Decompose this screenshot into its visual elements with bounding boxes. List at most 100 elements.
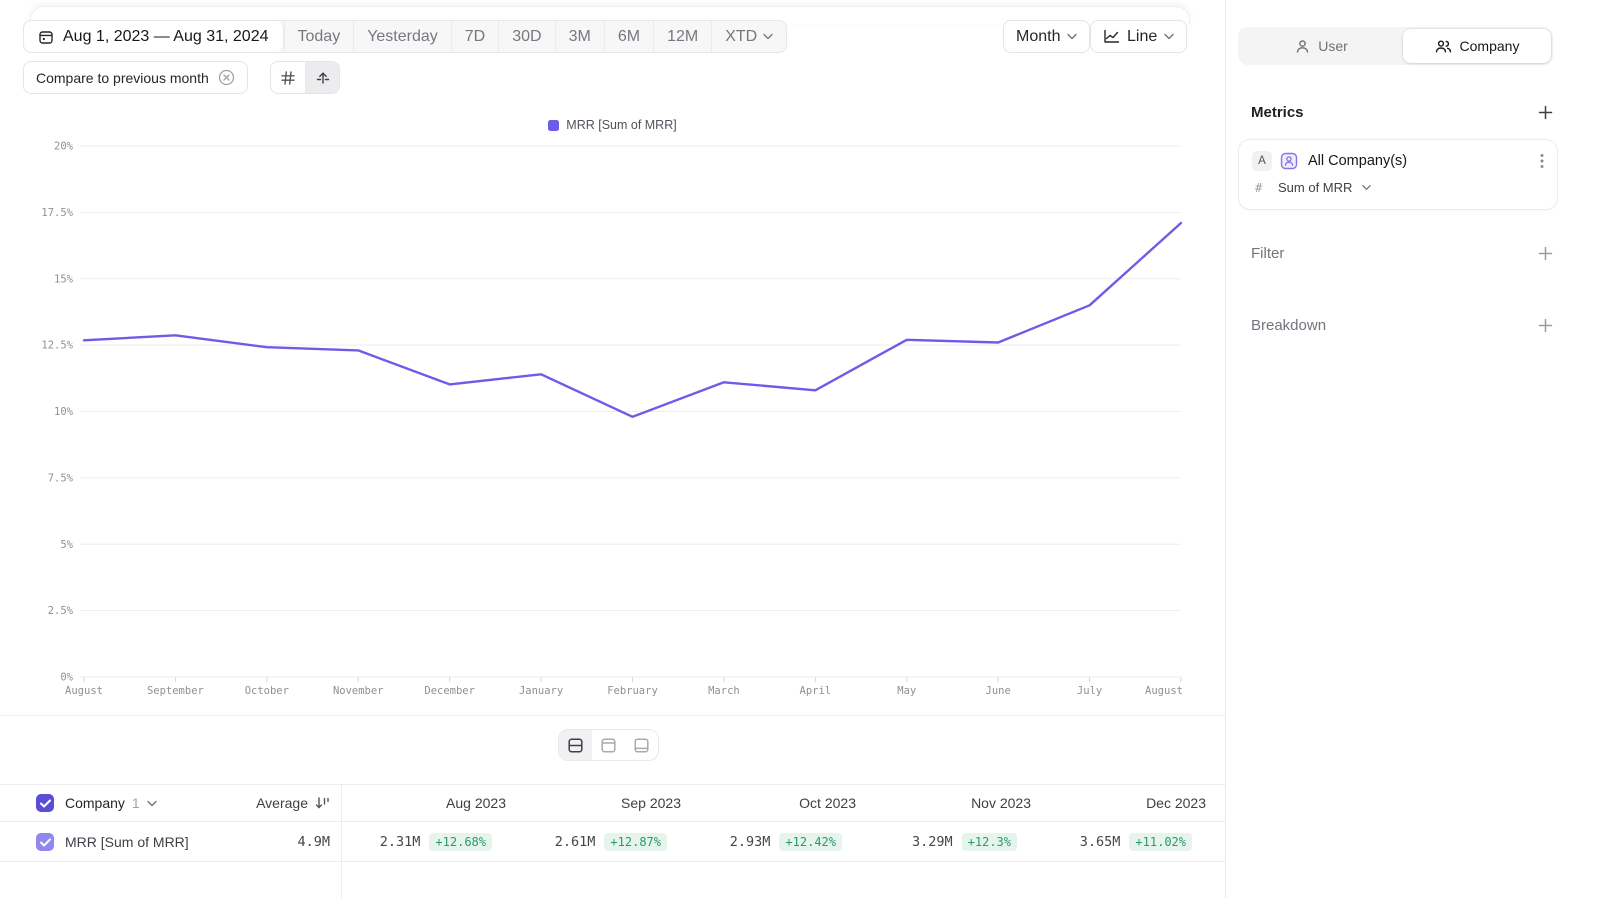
user-icon <box>1297 39 1309 53</box>
add-filter-button[interactable] <box>1537 246 1553 262</box>
x-axis-tick-label: August <box>1145 685 1183 697</box>
group-label: Company <box>65 795 125 811</box>
x-axis-tick-label: July <box>1077 685 1102 697</box>
calendar-icon <box>38 29 54 45</box>
y-axis-tick-label: 0% <box>60 672 73 684</box>
main-panel: Aug 1, 2023 — Aug 31, 2024 Today Yesterd… <box>0 0 1225 898</box>
mrr-line-chart[interactable]: 0% 2.5% 5% 7.5% 10% 12.5% 15% 17.5% 20% August Sep… <box>0 0 1225 716</box>
layout-split-button[interactable] <box>559 730 592 760</box>
quick-range-30d[interactable]: 30D <box>498 21 554 52</box>
line-chart-icon <box>1103 29 1120 44</box>
chart-table-divider <box>0 715 1225 716</box>
delta-badge: +12.42% <box>779 833 842 851</box>
cell-aug-2023: 2.31M +12.68% <box>331 823 506 861</box>
x-axis-tick-label: December <box>424 685 475 697</box>
x-axis-tick-label: October <box>245 685 289 697</box>
row-label: MRR [Sum of MRR] <box>65 834 189 850</box>
metric-menu-button[interactable] <box>1540 153 1544 169</box>
cell-oct-2023: 2.93M +12.42% <box>681 823 856 861</box>
y-axis-tick-label: 2.5% <box>48 605 74 617</box>
quick-range-3m[interactable]: 3M <box>554 21 604 52</box>
chevron-down-icon <box>763 33 773 40</box>
chart-option-toggle-group <box>270 61 340 94</box>
y-axis-tick-label: 15% <box>54 273 74 285</box>
x-axis-tick-label: March <box>708 685 740 697</box>
chart-only-icon <box>601 737 616 753</box>
quick-range-today[interactable]: Today <box>283 21 354 52</box>
plus-icon <box>1538 246 1552 261</box>
chevron-down-icon <box>147 800 157 806</box>
metric-aggregation-dropdown[interactable]: # Sum of MRR <box>1252 180 1544 195</box>
filter-section-title: Filter <box>1251 245 1285 262</box>
column-header-nov-2023: Nov 2023 <box>971 795 1031 811</box>
company-entity-icon <box>1280 152 1298 170</box>
metric-entity-name: All Company(s) <box>1308 153 1408 169</box>
x-axis-tick-label: February <box>607 685 658 697</box>
grid-toggle-button[interactable] <box>271 62 305 93</box>
entity-segmented-control: User Company <box>1238 27 1553 65</box>
date-range-button[interactable]: Aug 1, 2023 — Aug 31, 2024 <box>24 21 284 52</box>
y-axis-tick-label: 17.5% <box>41 207 73 219</box>
quick-range-6m[interactable]: 6M <box>603 21 653 52</box>
x-axis-tick-label: November <box>333 685 384 697</box>
column-header-aug-2023: Aug 2023 <box>446 795 506 811</box>
chevron-down-icon <box>1362 185 1372 190</box>
aggregation-label: Sum of MRR <box>1278 180 1353 195</box>
metrics-section-title: Metrics <box>1251 104 1304 121</box>
config-sidebar: User Company Metrics A All Company(s) <box>1225 0 1600 898</box>
group-count: 1 <box>131 795 140 811</box>
group-by-dropdown[interactable]: Company 1 <box>65 795 157 811</box>
plus-icon <box>1538 105 1552 120</box>
hash-grid-icon <box>280 70 296 86</box>
quick-range-12m[interactable]: 12M <box>653 21 711 52</box>
kebab-menu-icon <box>1540 154 1544 168</box>
layout-table-only-button[interactable] <box>625 730 658 760</box>
quick-range-xtd-dropdown[interactable]: XTD <box>711 21 786 52</box>
compare-chip-label: Compare to previous month <box>36 69 209 86</box>
cell-dec-2023: 3.65M +11.02% <box>1031 823 1206 861</box>
delta-badge: +12.87% <box>604 833 667 851</box>
cumulative-toggle-button[interactable] <box>305 62 339 93</box>
tab-user[interactable]: User <box>1240 29 1403 63</box>
tab-company[interactable]: Company <box>1403 29 1551 63</box>
granularity-dropdown[interactable]: Month <box>1003 20 1091 53</box>
layout-chart-only-button[interactable] <box>592 730 625 760</box>
y-axis-tick-label: 7.5% <box>48 472 74 484</box>
plus-icon <box>1538 318 1552 333</box>
x-axis-tick-label: January <box>519 685 563 697</box>
metric-card[interactable]: A All Company(s) # Sum of MRR <box>1238 139 1558 210</box>
chart-type-dropdown[interactable]: Line <box>1090 20 1188 53</box>
layout-toggle-group <box>558 729 659 761</box>
date-range-group: Aug 1, 2023 — Aug 31, 2024 Today Yesterd… <box>23 20 788 53</box>
delta-badge: +11.02% <box>1129 833 1192 851</box>
breakdown-section-title: Breakdown <box>1251 317 1327 334</box>
sort-icon <box>315 797 329 809</box>
table-header-row: Company 1 Average Aug 2023 Sep 2023 Oct … <box>0 784 1225 822</box>
select-all-checkbox[interactable] <box>36 794 54 812</box>
compare-chip[interactable]: Compare to previous month <box>23 61 248 94</box>
remove-compare-icon[interactable] <box>218 69 235 86</box>
row-checkbox[interactable] <box>36 833 54 851</box>
company-users-icon <box>1435 39 1451 52</box>
quick-range-yesterday[interactable]: Yesterday <box>353 21 451 52</box>
add-metric-button[interactable] <box>1537 105 1553 121</box>
table-row: MRR [Sum of MRR] 4.9M 2.31M +12.68% 2.61M… <box>0 823 1225 862</box>
x-axis-tick-label: August <box>65 685 103 697</box>
y-axis-tick-label: 5% <box>60 539 73 551</box>
y-axis-tick-label: 12.5% <box>41 340 73 352</box>
x-axis-tick-label: June <box>986 685 1011 697</box>
arrow-up-from-line-icon <box>315 70 331 86</box>
split-view-icon <box>568 737 583 753</box>
chart-legend: MRR [Sum of MRR] <box>0 118 1225 132</box>
add-breakdown-button[interactable] <box>1537 318 1553 334</box>
x-axis-tick-label: September <box>147 685 204 697</box>
mrr-series-line[interactable] <box>82 221 1183 418</box>
average-column-header[interactable]: Average <box>160 785 330 821</box>
legend-swatch <box>548 119 560 131</box>
y-axis-tick-label: 10% <box>54 406 74 418</box>
date-range-label: Aug 1, 2023 — Aug 31, 2024 <box>63 27 269 45</box>
chevron-down-icon <box>1067 33 1078 40</box>
quick-range-7d[interactable]: 7D <box>450 21 498 52</box>
table-only-icon <box>634 737 649 753</box>
y-axis-tick-label: 20% <box>54 141 74 153</box>
